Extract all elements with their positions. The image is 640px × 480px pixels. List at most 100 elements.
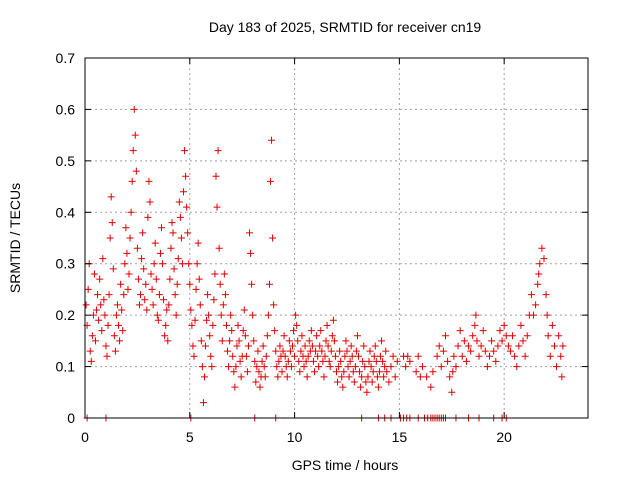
- y-tick-label: 0.6: [56, 101, 76, 117]
- data-point: [199, 399, 207, 407]
- data-point: [389, 352, 397, 360]
- data-point: [316, 342, 324, 350]
- data-point: [557, 352, 565, 360]
- plot-frame: [84, 57, 589, 419]
- data-point: [94, 291, 102, 299]
- data-point: [325, 357, 333, 365]
- data-point: [226, 337, 234, 345]
- data-point: [363, 388, 371, 396]
- data-point: [95, 316, 103, 324]
- data-point: [315, 363, 323, 371]
- data-point: [236, 357, 244, 365]
- data-point: [391, 373, 399, 381]
- data-point: [229, 352, 237, 360]
- data-point: [216, 280, 224, 288]
- data-point: [348, 352, 356, 360]
- data-point: [157, 224, 165, 232]
- data-point: [189, 342, 197, 350]
- data-point: [433, 352, 441, 360]
- data-point: [186, 280, 194, 288]
- data-point: [327, 347, 335, 355]
- data-point: [116, 337, 124, 345]
- data-point: [103, 352, 111, 360]
- data-point: [129, 147, 137, 155]
- data-point: [275, 357, 283, 365]
- data-point: [184, 229, 192, 237]
- data-point: [154, 316, 162, 324]
- data-point: [292, 311, 300, 319]
- data-point: [93, 306, 101, 314]
- data-point: [283, 373, 291, 381]
- y-tick-label: 0: [67, 410, 75, 426]
- data-point: [127, 208, 135, 216]
- data-point: [279, 347, 287, 355]
- data-point: [347, 342, 355, 350]
- data-point: [187, 306, 195, 314]
- data-point: [124, 285, 132, 293]
- data-point: [402, 363, 410, 371]
- data-point: [540, 255, 548, 263]
- data-point: [98, 327, 106, 335]
- data-point: [121, 260, 129, 268]
- data-point: [164, 337, 172, 345]
- data-point: [519, 337, 527, 345]
- x-tick-label: 0: [81, 429, 89, 445]
- data-point: [404, 352, 412, 360]
- data-point: [120, 291, 128, 299]
- data-point: [446, 373, 454, 381]
- data-point: [99, 255, 107, 263]
- y-axis: 0 0.1 0.2 0.3 0.4 0.5 0.6 0.7: [56, 50, 588, 426]
- data-point: [258, 357, 266, 365]
- data-point: [502, 332, 510, 340]
- data-point: [513, 363, 521, 371]
- data-point: [338, 373, 346, 381]
- data-point: [314, 352, 322, 360]
- data-point: [215, 244, 223, 252]
- data-point: [371, 342, 379, 350]
- data-point: [175, 198, 183, 206]
- data-point: [530, 311, 538, 319]
- data-point: [255, 368, 263, 376]
- x-tick-label: 20: [496, 429, 512, 445]
- data-point: [504, 342, 512, 350]
- data-point: [553, 363, 561, 371]
- data-point: [107, 193, 115, 201]
- data-point: [340, 368, 348, 376]
- data-point: [304, 352, 312, 360]
- data-point: [308, 342, 316, 350]
- data-point: [262, 352, 270, 360]
- data-point: [378, 337, 386, 345]
- data-point: [372, 357, 380, 365]
- y-tick-label: 0.1: [56, 359, 76, 375]
- data-point: [406, 357, 414, 365]
- data-point: [97, 301, 105, 309]
- data-point: [294, 337, 302, 345]
- data-point: [377, 352, 385, 360]
- data-point: [139, 229, 147, 237]
- data-point: [284, 357, 292, 365]
- data-point: [87, 357, 95, 365]
- data-point: [196, 301, 204, 309]
- data-point: [536, 260, 544, 268]
- data-point: [159, 260, 167, 268]
- data-point: [312, 347, 320, 355]
- data-point: [137, 291, 145, 299]
- data-point: [307, 327, 315, 335]
- data-point: [344, 363, 352, 371]
- data-point: [167, 244, 175, 252]
- data-point: [281, 352, 289, 360]
- data-point: [252, 378, 260, 386]
- data-point: [183, 203, 191, 211]
- data-point: [150, 260, 158, 268]
- data-point: [494, 342, 502, 350]
- data-point: [477, 342, 485, 350]
- data-point: [146, 198, 154, 206]
- data-point: [106, 234, 114, 242]
- data-point: [122, 224, 130, 232]
- data-point: [521, 352, 529, 360]
- data-point: [200, 373, 208, 381]
- data-point: [496, 327, 504, 335]
- data-point: [342, 337, 350, 345]
- data-point: [177, 234, 185, 242]
- data-point: [458, 352, 466, 360]
